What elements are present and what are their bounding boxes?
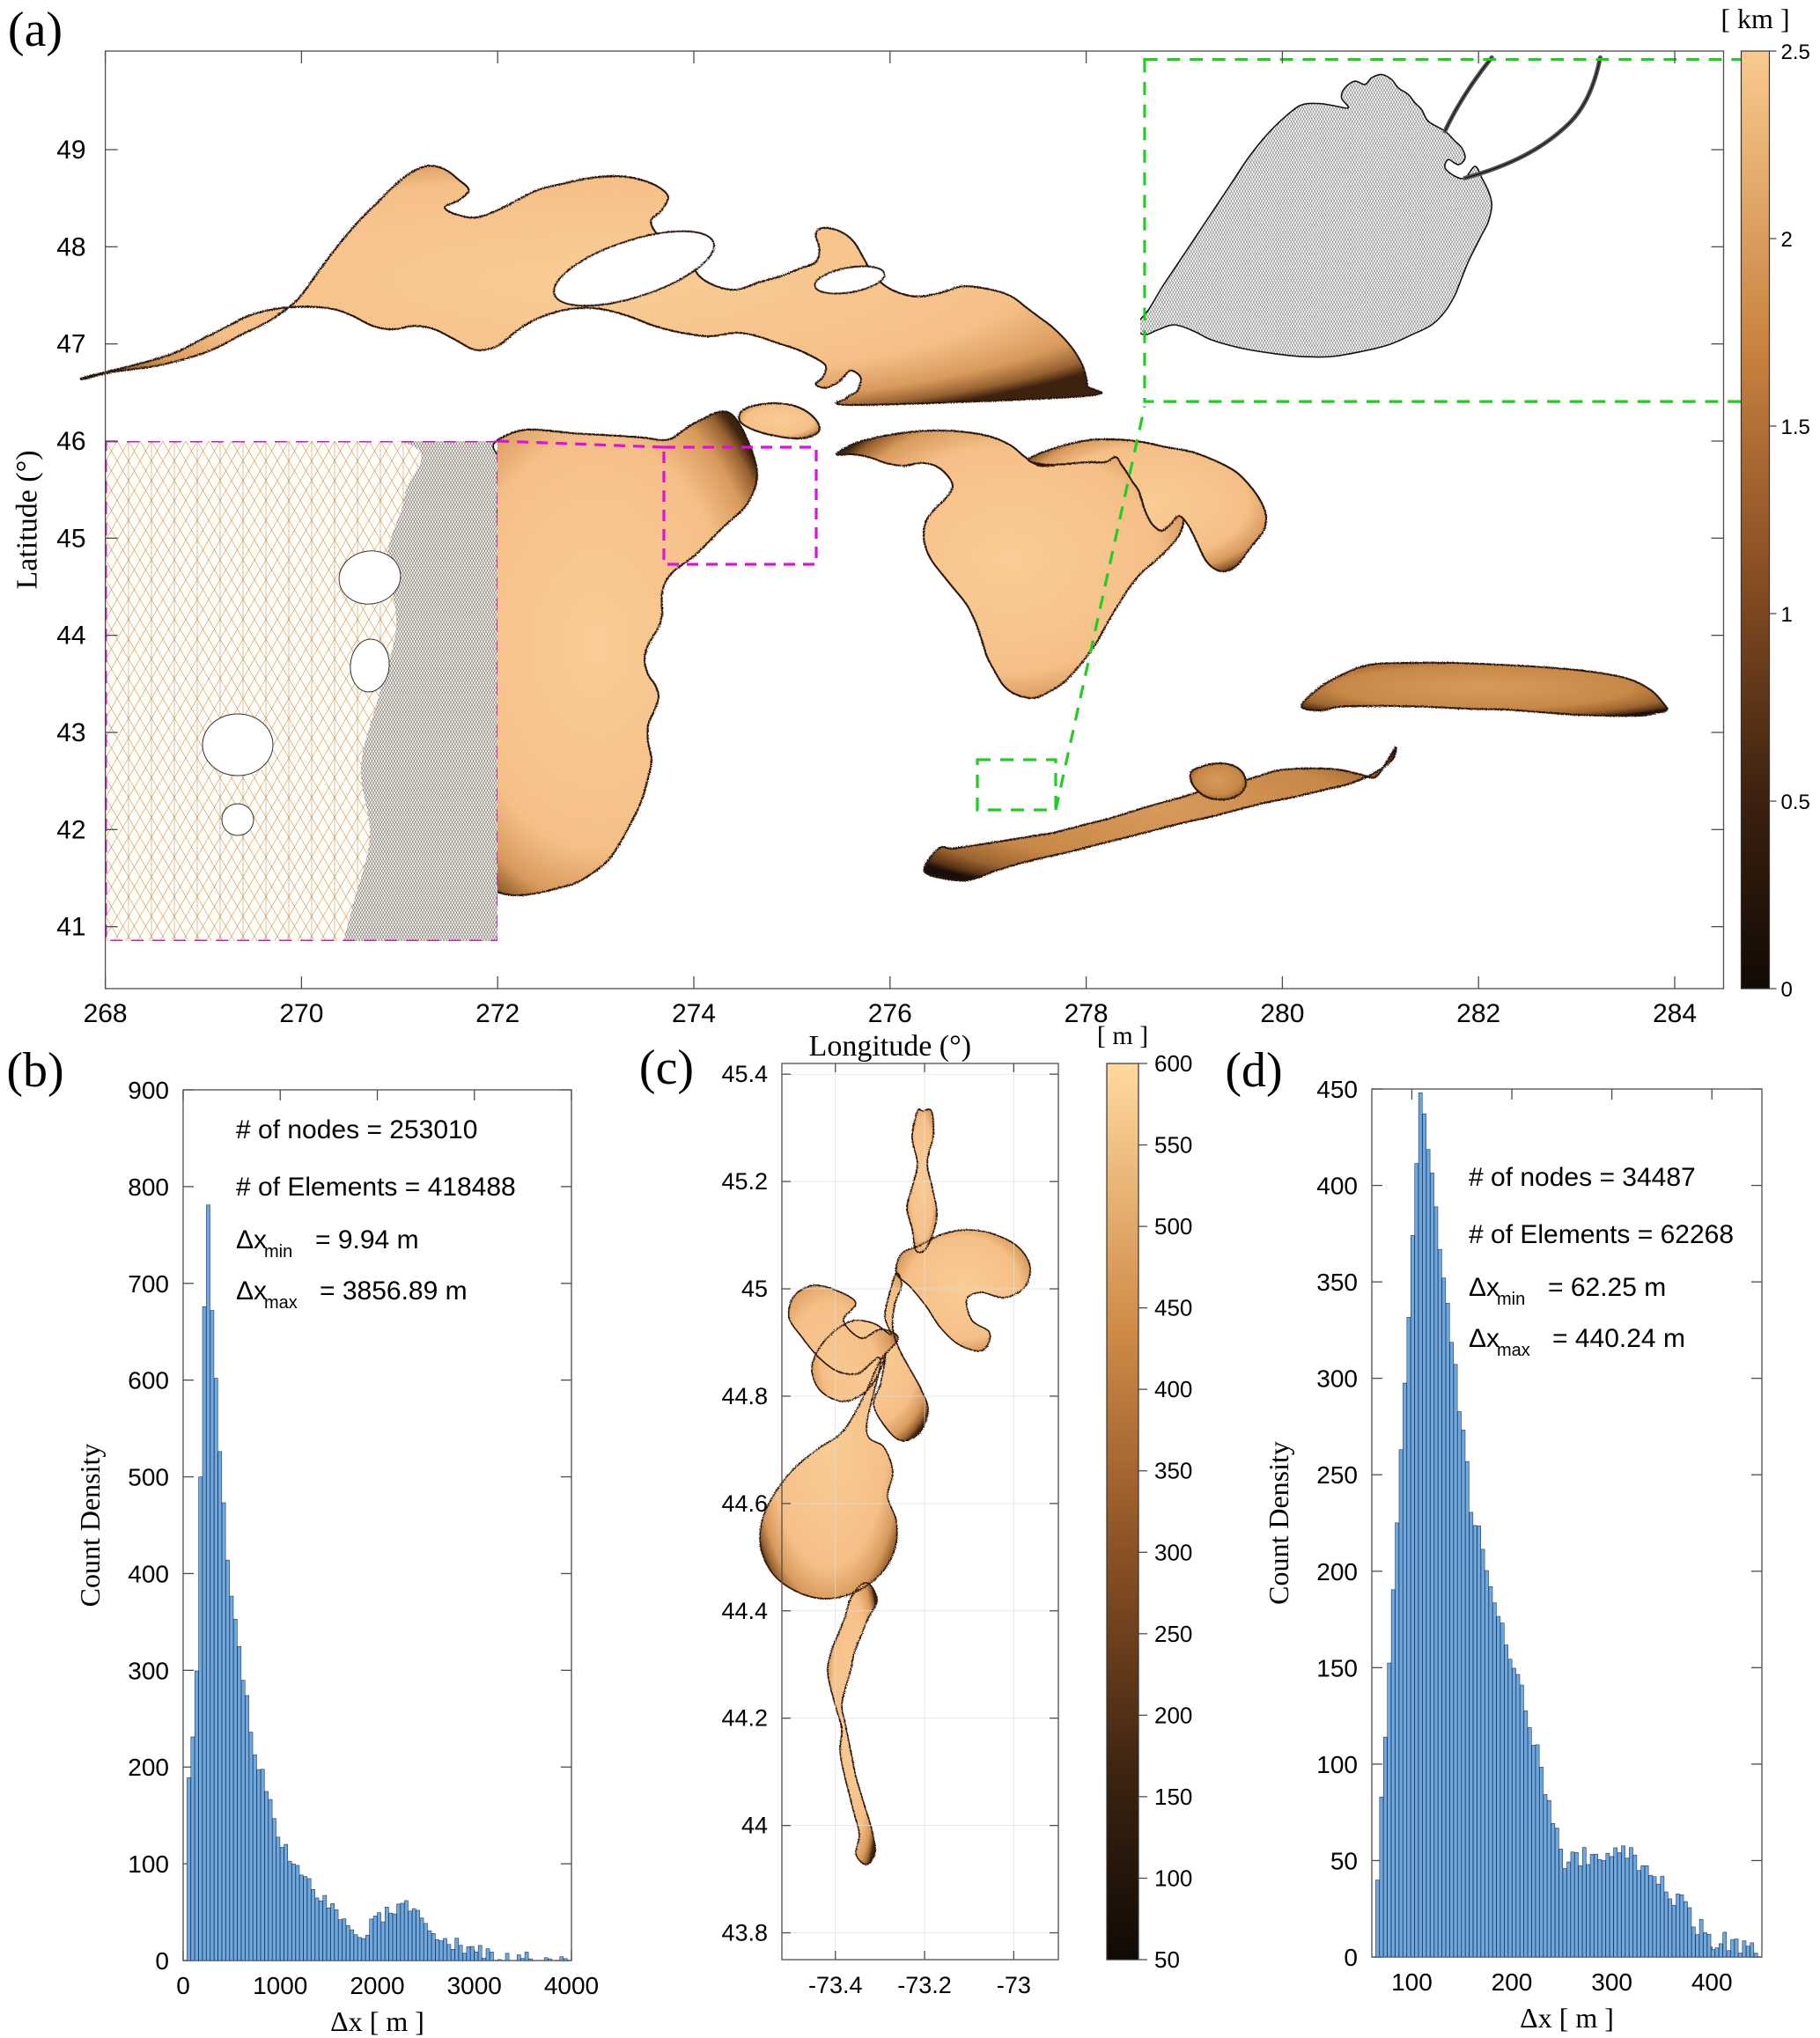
svg-text:0: 0 (176, 1972, 190, 1999)
svg-text:44.4: 44.4 (721, 1598, 768, 1624)
svg-text:Δx: Δx (236, 1277, 267, 1306)
svg-text:600: 600 (1154, 1050, 1192, 1077)
svg-text:100: 100 (1154, 1865, 1192, 1891)
svg-text:400: 400 (1154, 1376, 1192, 1402)
svg-text:150: 150 (1154, 1784, 1192, 1810)
svg-text:600: 600 (128, 1367, 169, 1394)
svg-text:2000: 2000 (350, 1972, 404, 1999)
svg-text:-73.4: -73.4 (808, 1972, 863, 1998)
svg-text:200: 200 (1316, 1558, 1358, 1586)
svg-text:0: 0 (1344, 1944, 1358, 1971)
svg-text:250: 250 (1316, 1461, 1358, 1489)
svg-text:Count Density: Count Density (74, 1444, 106, 1608)
svg-text:150: 150 (1316, 1654, 1358, 1681)
svg-text:Count Density: Count Density (1263, 1441, 1294, 1605)
svg-text:= 9.94 m: = 9.94 m (315, 1225, 419, 1254)
svg-text:44.8: 44.8 (721, 1383, 768, 1409)
svg-text:min: min (1497, 1290, 1525, 1309)
svg-text:max: max (264, 1293, 298, 1313)
svg-text:300: 300 (1154, 1539, 1192, 1565)
svg-text:800: 800 (128, 1174, 169, 1201)
svg-text:100: 100 (1391, 1968, 1433, 1996)
svg-text:450: 450 (1316, 1076, 1358, 1103)
svg-text:# of Elements = 62268: # of Elements = 62268 (1469, 1220, 1734, 1249)
svg-text:-73.2: -73.2 (897, 1972, 952, 1998)
svg-text:300: 300 (128, 1657, 169, 1684)
svg-text:350: 350 (1316, 1269, 1358, 1296)
svg-text:500: 500 (1154, 1213, 1192, 1240)
svg-text:= 440.24 m: = 440.24 m (1552, 1324, 1685, 1353)
svg-text:500: 500 (128, 1464, 169, 1491)
svg-text:3000: 3000 (447, 1972, 502, 1999)
svg-text:250: 250 (1154, 1621, 1192, 1647)
svg-text:200: 200 (1154, 1702, 1192, 1728)
svg-text:# of nodes = 34487: # of nodes = 34487 (1469, 1163, 1696, 1192)
svg-text:400: 400 (1316, 1173, 1358, 1200)
svg-text:Δx: Δx (1469, 1324, 1499, 1353)
svg-text:300: 300 (1591, 1968, 1632, 1996)
svg-text:= 62.25 m: = 62.25 m (1548, 1273, 1666, 1302)
svg-text:44: 44 (741, 1813, 768, 1839)
svg-text:min: min (264, 1242, 292, 1262)
svg-text:100: 100 (1316, 1751, 1358, 1778)
svg-text:# of Elements = 418488: # of Elements = 418488 (236, 1173, 516, 1202)
svg-text:45.4: 45.4 (721, 1061, 768, 1087)
svg-text:[ m ]: [ m ] (1097, 1021, 1148, 1050)
svg-text:= 3856.89 m: = 3856.89 m (320, 1277, 468, 1306)
svg-text:350: 350 (1154, 1458, 1192, 1484)
svg-text:44.6: 44.6 (721, 1490, 768, 1517)
svg-text:(b): (b) (6, 1043, 63, 1098)
svg-text:Δx: Δx (236, 1225, 267, 1254)
svg-text:Δx: Δx (1469, 1273, 1499, 1302)
svg-text:50: 50 (1154, 1946, 1180, 1973)
svg-text:max: max (1497, 1341, 1530, 1360)
svg-text:100: 100 (128, 1850, 169, 1878)
svg-text:(c): (c) (639, 1041, 694, 1095)
svg-text:44.2: 44.2 (721, 1705, 768, 1732)
svg-text:45.2: 45.2 (721, 1168, 768, 1195)
svg-text:# of nodes = 253010: # of nodes = 253010 (236, 1115, 477, 1144)
svg-text:1000: 1000 (253, 1972, 307, 1999)
svg-text:700: 700 (128, 1270, 169, 1298)
svg-text:Δx [ m ]: Δx [ m ] (330, 2005, 424, 2037)
svg-text:200: 200 (128, 1754, 169, 1781)
svg-text:-73: -73 (997, 1972, 1031, 1998)
svg-text:45: 45 (741, 1276, 768, 1302)
svg-text:400: 400 (1691, 1968, 1733, 1996)
svg-text:200: 200 (1492, 1968, 1533, 1996)
svg-text:0: 0 (155, 1947, 169, 1975)
svg-text:400: 400 (128, 1560, 169, 1587)
svg-text:300: 300 (1316, 1365, 1358, 1393)
svg-text:Δx [ m ]: Δx [ m ] (1520, 2002, 1614, 2034)
svg-text:50: 50 (1330, 1847, 1358, 1874)
svg-text:43.8: 43.8 (721, 1920, 768, 1946)
svg-text:450: 450 (1154, 1295, 1192, 1321)
svg-text:550: 550 (1154, 1132, 1192, 1159)
svg-text:(d): (d) (1225, 1043, 1282, 1098)
svg-text:900: 900 (128, 1077, 169, 1104)
svg-text:4000: 4000 (544, 1972, 599, 1999)
